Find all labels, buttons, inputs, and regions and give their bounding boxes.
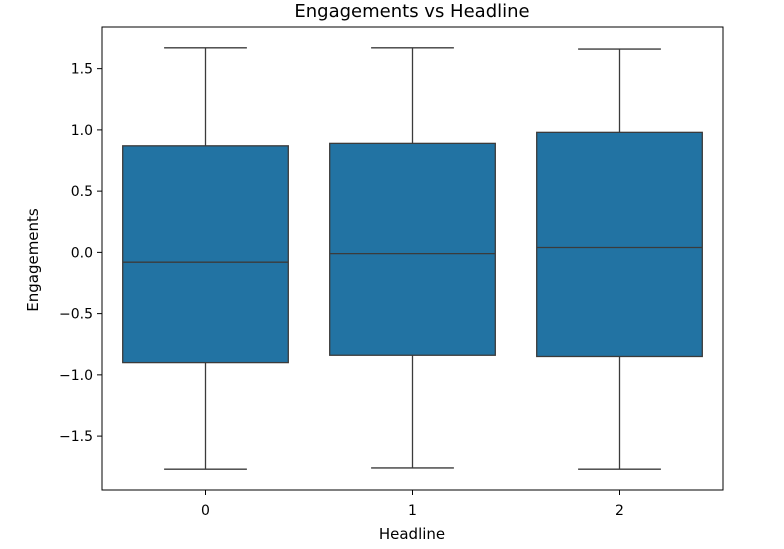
- box-group-2: [536, 48, 703, 470]
- x-axis-ticks: 0 1 2: [201, 490, 624, 519]
- y-tick-label: 0.0: [71, 245, 93, 261]
- y-tick-label: 1.0: [71, 123, 93, 139]
- y-tick-label: 0.5: [71, 184, 93, 200]
- y-tick-label: −0.5: [59, 307, 93, 323]
- plot-area: [122, 47, 703, 470]
- box: [122, 145, 289, 364]
- y-tick-label: −1.5: [59, 429, 93, 445]
- box-group-0: [122, 47, 289, 470]
- y-axis-label: Engagements: [24, 208, 42, 312]
- x-tick-label: 0: [201, 503, 210, 519]
- y-tick-label: −1.0: [59, 368, 93, 384]
- box-group-1: [329, 47, 496, 469]
- chart-title: Engagements vs Headline: [294, 1, 529, 22]
- y-axis-ticks: 1.5 1.0 0.5 0.0 −0.5 −1.0 −1.5: [59, 62, 102, 445]
- box: [536, 131, 703, 358]
- plot-frame: [101, 26, 724, 491]
- box: [329, 142, 496, 356]
- y-tick-label: 1.5: [71, 62, 93, 78]
- x-tick-label: 1: [408, 503, 417, 519]
- x-tick-label: 2: [615, 503, 624, 519]
- x-axis-label: Headline: [379, 525, 445, 543]
